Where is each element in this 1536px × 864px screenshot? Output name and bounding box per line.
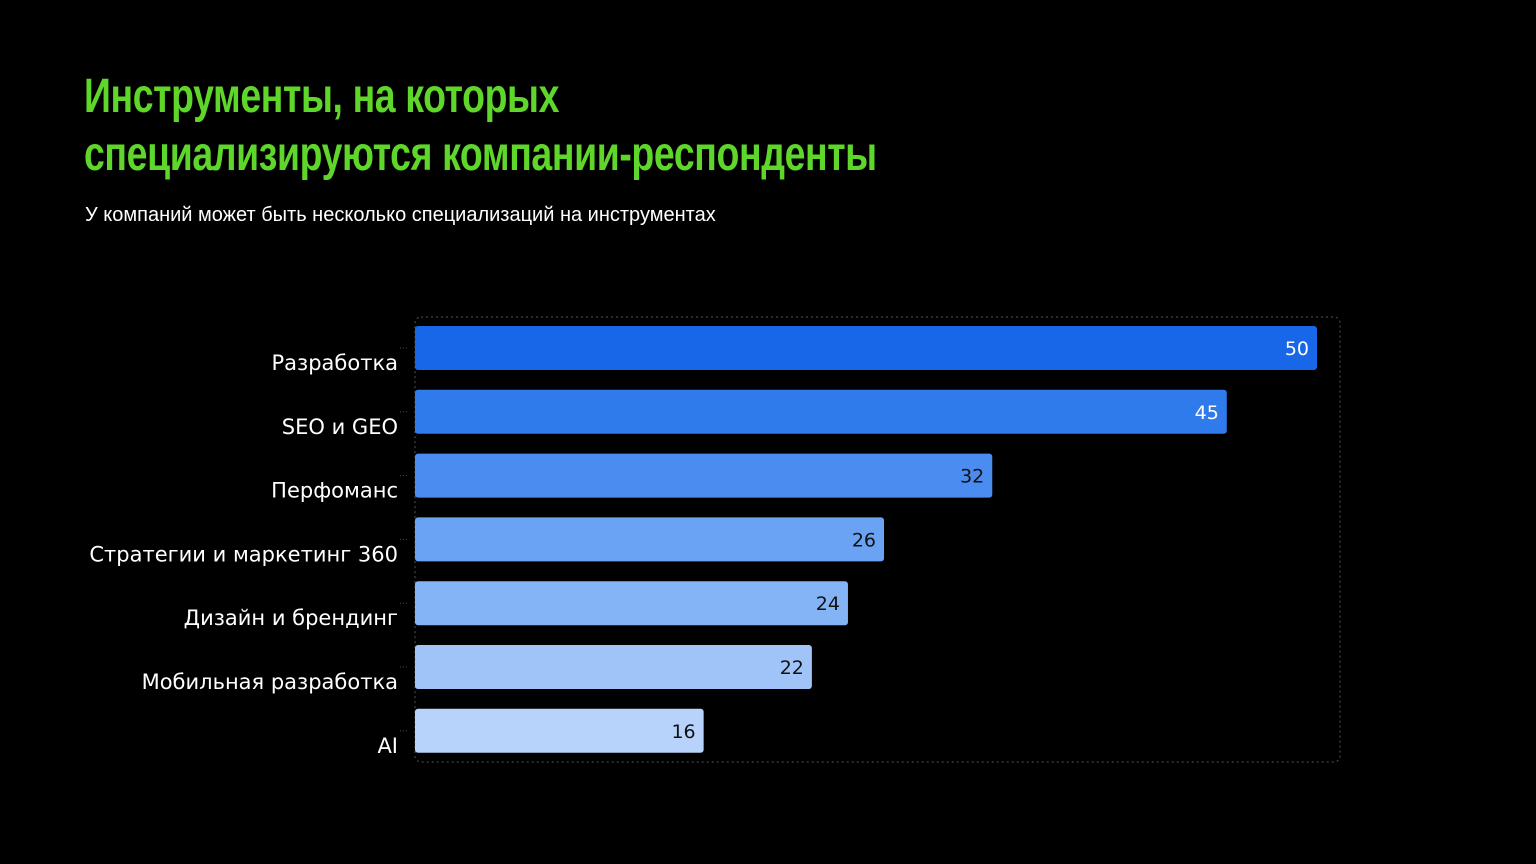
bar (415, 389, 1227, 434)
category-label: Мобильная разработка (142, 670, 398, 694)
category-label: Стратегии и маркетинг 360 (89, 542, 398, 566)
data-label: 32 (960, 466, 984, 488)
bar (415, 581, 848, 626)
data-label: 50 (1285, 338, 1309, 360)
data-label: 24 (816, 593, 840, 615)
category-label: AI (377, 734, 398, 758)
title-line-2: специализируются компании-респонденты (84, 128, 877, 181)
bar (415, 453, 993, 498)
bar (415, 326, 1317, 370)
bar (415, 645, 812, 689)
category-label: SEO и GEO (282, 415, 398, 439)
category-label: Разработка (272, 351, 398, 375)
category-label: Дизайн и брендинг (184, 606, 398, 630)
bar (415, 708, 704, 753)
data-label: 16 (671, 721, 695, 743)
data-label: 22 (780, 657, 804, 679)
page-subtitle: У компаний может быть несколько специали… (85, 204, 716, 226)
chart-frame (414, 316, 1341, 763)
category-label: Перфоманс (271, 479, 398, 503)
title-line-1: Инструменты, на которых (84, 70, 560, 123)
page-title: Инструменты, на которых специализируются… (84, 68, 877, 184)
data-label: 45 (1195, 402, 1219, 424)
bar (415, 517, 885, 562)
data-label: 26 (852, 529, 876, 551)
